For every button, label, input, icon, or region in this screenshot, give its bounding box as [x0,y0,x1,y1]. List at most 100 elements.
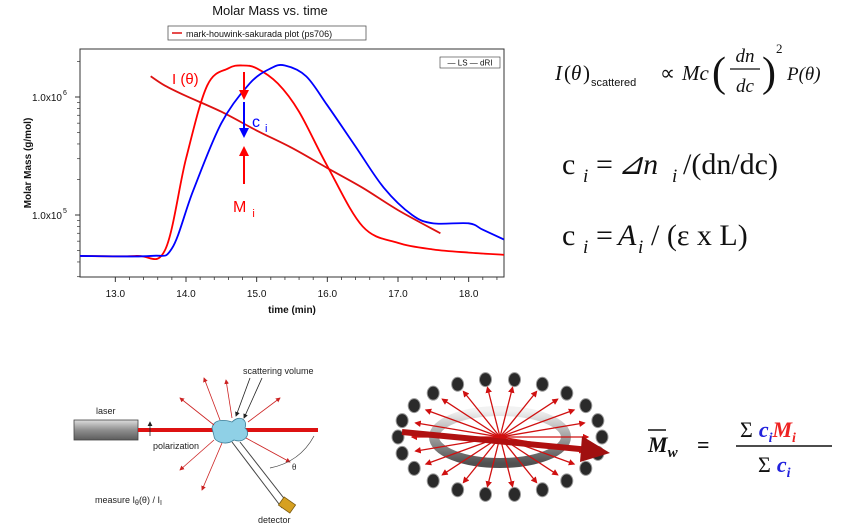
scatter-ray-2 [179,397,215,426]
proportional-symbol: ∝ [660,61,675,85]
power-exponent: 2 [776,41,783,56]
inner-legend: — LS — dRI [439,56,501,69]
den-c: c [777,452,787,477]
measure-label: measure Iθ(θ) / II [95,495,162,507]
scattered-light-rays [179,377,291,491]
detector-cell [395,445,409,461]
equals-2: = [596,219,613,252]
intensity-theta: θ [571,61,581,85]
scattered-subscript: scattered [591,77,636,89]
theta-angle-arc [269,435,315,469]
detector-cell [535,376,549,392]
y-tick-exponent: 6 [63,90,67,97]
top-legend-box [167,25,367,41]
scattering-equation: I ( θ ) scattered ∝ Mc ( dn dc ) 2 P(θ) [554,41,821,97]
detector-arm-2 [239,441,291,507]
c-symbol-1: c [562,148,575,181]
concentration-letter: c [252,114,260,131]
absorbance-symbol: A [616,219,637,252]
intensity-symbol: I [554,61,563,85]
inner-legend-box [439,56,501,69]
multi-angle-detector-ring [391,372,610,502]
y-axis-label: Molar Mass (g/mol) [23,118,34,209]
theta-label: θ [292,462,296,472]
ring-scatter-ray [441,398,501,438]
x-tick-label: 16.0 [318,289,338,300]
c-symbol-2: c [562,219,575,252]
detector-cell [478,486,492,502]
x-tick-label: 17.0 [388,289,408,300]
y-tick-exponent: 5 [63,208,67,215]
top-legend-label: mark-houwink-sakurada plot (ps706) [186,29,332,39]
ring-scatter-ray [462,436,501,484]
absorbance-subscript: i [638,237,643,258]
num-sigma: Σ [740,417,753,442]
form-factor: P(θ) [786,64,821,85]
ring-scatter-ray [499,390,538,438]
measure-rest: (θ) / I [139,495,160,505]
scattering-volume-pointer-2 [243,377,263,419]
detector-cell [391,429,405,445]
x-tick-label: 18.0 [459,289,479,300]
detector-cell [595,429,609,445]
epsilon-l-divisor: / (ε x L) [651,219,748,252]
ring-scatter-ray [424,408,501,438]
mass-subscript: i [252,208,254,220]
mhs-line [150,75,441,235]
ring-scatter-ray [499,436,515,488]
mw-equals: = [697,432,710,457]
c-subscript-1: i [583,166,588,187]
c-subscript-2: i [583,237,588,258]
intensity-arrowhead [239,90,249,100]
ring-scatter-ray [485,436,501,488]
light-scattering-schematic: laser polarization scattering volume det… [73,366,318,525]
detector-cell [451,376,465,392]
ring-scatter-ray [499,398,559,438]
measure-text: measure I [95,495,135,505]
scatter-ray-5 [179,439,215,471]
big-paren-open: ( [712,50,726,96]
detector-body [277,496,297,514]
mw-letter: M [647,432,669,457]
detector-cell [591,413,605,429]
measure-subscript-2: I [160,500,162,507]
num-c-sub: i [769,431,773,446]
scatter-ray-7 [245,437,291,463]
ring-scatter-ray [485,386,501,438]
laser-label: laser [96,406,116,416]
laser-body [73,419,139,441]
big-paren-close: ) [762,50,776,96]
intensity-paren-close: ) [583,61,590,85]
detector-arm-1 [231,441,283,509]
y-tick-label: 1.0x10 [32,93,62,104]
detector-cell [478,372,492,388]
concentration-equation-2: c i = A i / (ε x L) [562,219,748,258]
incident-beam [401,429,591,453]
y-tick-label: 1.0x10 [32,211,62,222]
ring-scatter-ray [462,390,501,438]
mass-letter: M [233,199,246,216]
detector-cell [560,473,574,489]
x-tick-label: 13.0 [106,289,126,300]
dc-denominator: dc [736,76,755,97]
ring-scatter-ray [499,408,576,438]
scattering-volume-blob [211,417,249,444]
polarization-label: polarization [153,441,199,451]
y-axis-ticks: 1.0x10 61.0x10 5 [32,61,80,278]
detector-cells [391,372,609,502]
detector-cell [407,460,421,476]
mw-subscript: w [668,445,679,461]
plot-area [79,48,505,278]
scatter-ray-3 [224,379,233,419]
mc-term: Mc [681,61,709,85]
intensity-annotation: I (θ) [172,71,199,88]
x-axis-label: time (min) [268,305,316,316]
detector-cell [508,486,522,502]
